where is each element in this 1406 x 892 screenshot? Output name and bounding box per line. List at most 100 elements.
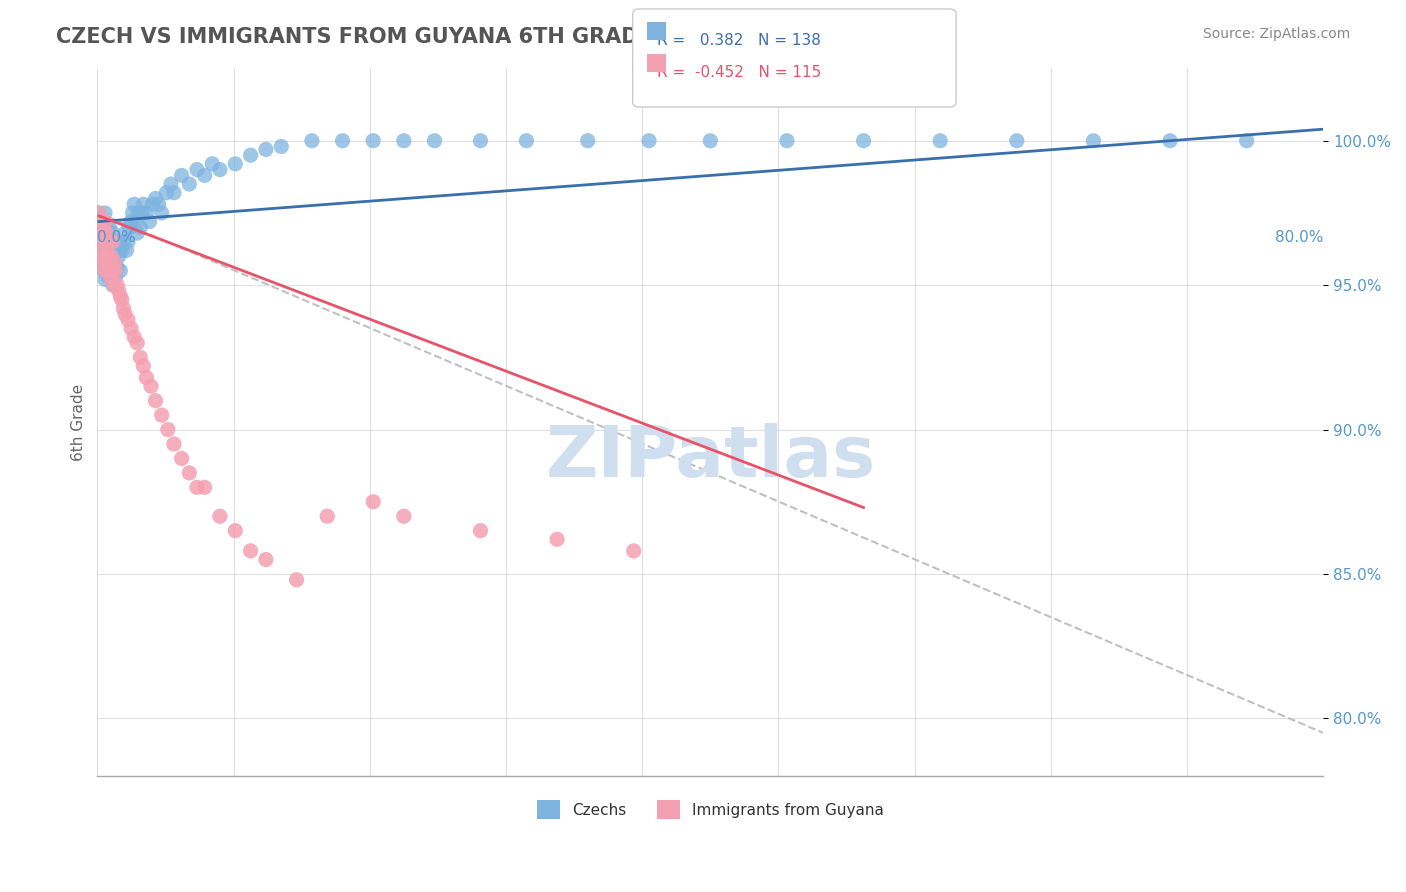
Point bbox=[105, 260, 128, 275]
Point bbox=[1159, 134, 1181, 148]
Point bbox=[87, 206, 110, 220]
Point bbox=[91, 214, 114, 228]
Point bbox=[150, 408, 173, 422]
Point bbox=[127, 226, 149, 240]
Point bbox=[470, 524, 492, 538]
Point bbox=[98, 255, 121, 269]
Point bbox=[96, 226, 118, 240]
Point bbox=[91, 220, 114, 235]
Point bbox=[93, 226, 115, 240]
Point bbox=[145, 393, 167, 408]
Point bbox=[110, 290, 132, 304]
Point bbox=[124, 214, 146, 228]
Point bbox=[285, 573, 308, 587]
Point bbox=[470, 134, 492, 148]
Point bbox=[121, 206, 143, 220]
Point bbox=[105, 235, 128, 249]
Point bbox=[194, 169, 217, 183]
Point bbox=[93, 241, 115, 255]
Point bbox=[94, 214, 117, 228]
Point bbox=[97, 269, 120, 284]
Point bbox=[98, 220, 121, 235]
Point bbox=[101, 235, 124, 249]
Point bbox=[100, 272, 122, 286]
Point bbox=[101, 226, 124, 240]
Point bbox=[94, 249, 117, 263]
Point bbox=[131, 206, 153, 220]
Point bbox=[100, 235, 122, 249]
Point bbox=[103, 235, 125, 249]
Point bbox=[128, 206, 150, 220]
Point bbox=[104, 244, 127, 258]
Point bbox=[170, 169, 193, 183]
Point bbox=[699, 134, 721, 148]
Point bbox=[117, 235, 139, 249]
Text: CZECH VS IMMIGRANTS FROM GUYANA 6TH GRADE CORRELATION CHART: CZECH VS IMMIGRANTS FROM GUYANA 6TH GRAD… bbox=[56, 27, 910, 46]
Point bbox=[120, 214, 142, 228]
Point bbox=[103, 263, 125, 277]
Point bbox=[122, 197, 145, 211]
Point bbox=[135, 370, 157, 384]
Point bbox=[623, 544, 645, 558]
Point bbox=[93, 226, 115, 240]
Point bbox=[316, 509, 339, 524]
Text: R =   0.382   N = 138: R = 0.382 N = 138 bbox=[657, 33, 821, 48]
Point bbox=[186, 162, 208, 177]
Point bbox=[101, 255, 124, 269]
Point bbox=[127, 335, 149, 350]
Point bbox=[104, 269, 127, 284]
Point bbox=[96, 241, 118, 255]
Point bbox=[100, 263, 122, 277]
Point bbox=[91, 235, 114, 249]
Point bbox=[97, 263, 120, 277]
Point bbox=[105, 278, 128, 293]
Point bbox=[117, 313, 139, 327]
Point bbox=[89, 214, 111, 228]
Point bbox=[515, 134, 537, 148]
Point bbox=[392, 134, 415, 148]
Point bbox=[148, 197, 170, 211]
Point bbox=[101, 263, 124, 277]
Point bbox=[179, 466, 201, 480]
Point bbox=[392, 509, 415, 524]
Point bbox=[1236, 134, 1258, 148]
Point bbox=[91, 255, 114, 269]
Point bbox=[87, 226, 110, 240]
Point bbox=[104, 263, 127, 277]
Point bbox=[94, 272, 117, 286]
Point bbox=[208, 509, 231, 524]
Point bbox=[163, 437, 186, 451]
Point bbox=[107, 284, 129, 298]
Point bbox=[156, 423, 179, 437]
Point bbox=[114, 226, 136, 240]
Legend: Czechs, Immigrants from Guyana: Czechs, Immigrants from Guyana bbox=[530, 794, 890, 825]
Point bbox=[141, 197, 163, 211]
Point bbox=[98, 235, 121, 249]
Point bbox=[120, 321, 142, 335]
Point bbox=[89, 249, 111, 263]
Point bbox=[94, 206, 117, 220]
Point bbox=[254, 552, 277, 566]
Point bbox=[135, 206, 157, 220]
Text: ZIPatlas: ZIPatlas bbox=[546, 423, 876, 492]
Point bbox=[224, 157, 246, 171]
Point bbox=[129, 351, 152, 365]
Point bbox=[96, 255, 118, 269]
Point bbox=[115, 244, 138, 258]
Point bbox=[103, 255, 125, 269]
Point bbox=[160, 177, 183, 191]
Point bbox=[239, 148, 262, 162]
Point bbox=[118, 220, 141, 235]
Point bbox=[98, 244, 121, 258]
Point bbox=[239, 544, 262, 558]
Point bbox=[93, 249, 115, 263]
Point bbox=[852, 134, 875, 148]
Point bbox=[132, 359, 155, 373]
Point bbox=[576, 134, 599, 148]
Point bbox=[111, 293, 134, 307]
Point bbox=[150, 206, 173, 220]
Point bbox=[194, 480, 217, 494]
Point bbox=[103, 278, 125, 293]
Point bbox=[87, 206, 110, 220]
Point bbox=[112, 235, 135, 249]
